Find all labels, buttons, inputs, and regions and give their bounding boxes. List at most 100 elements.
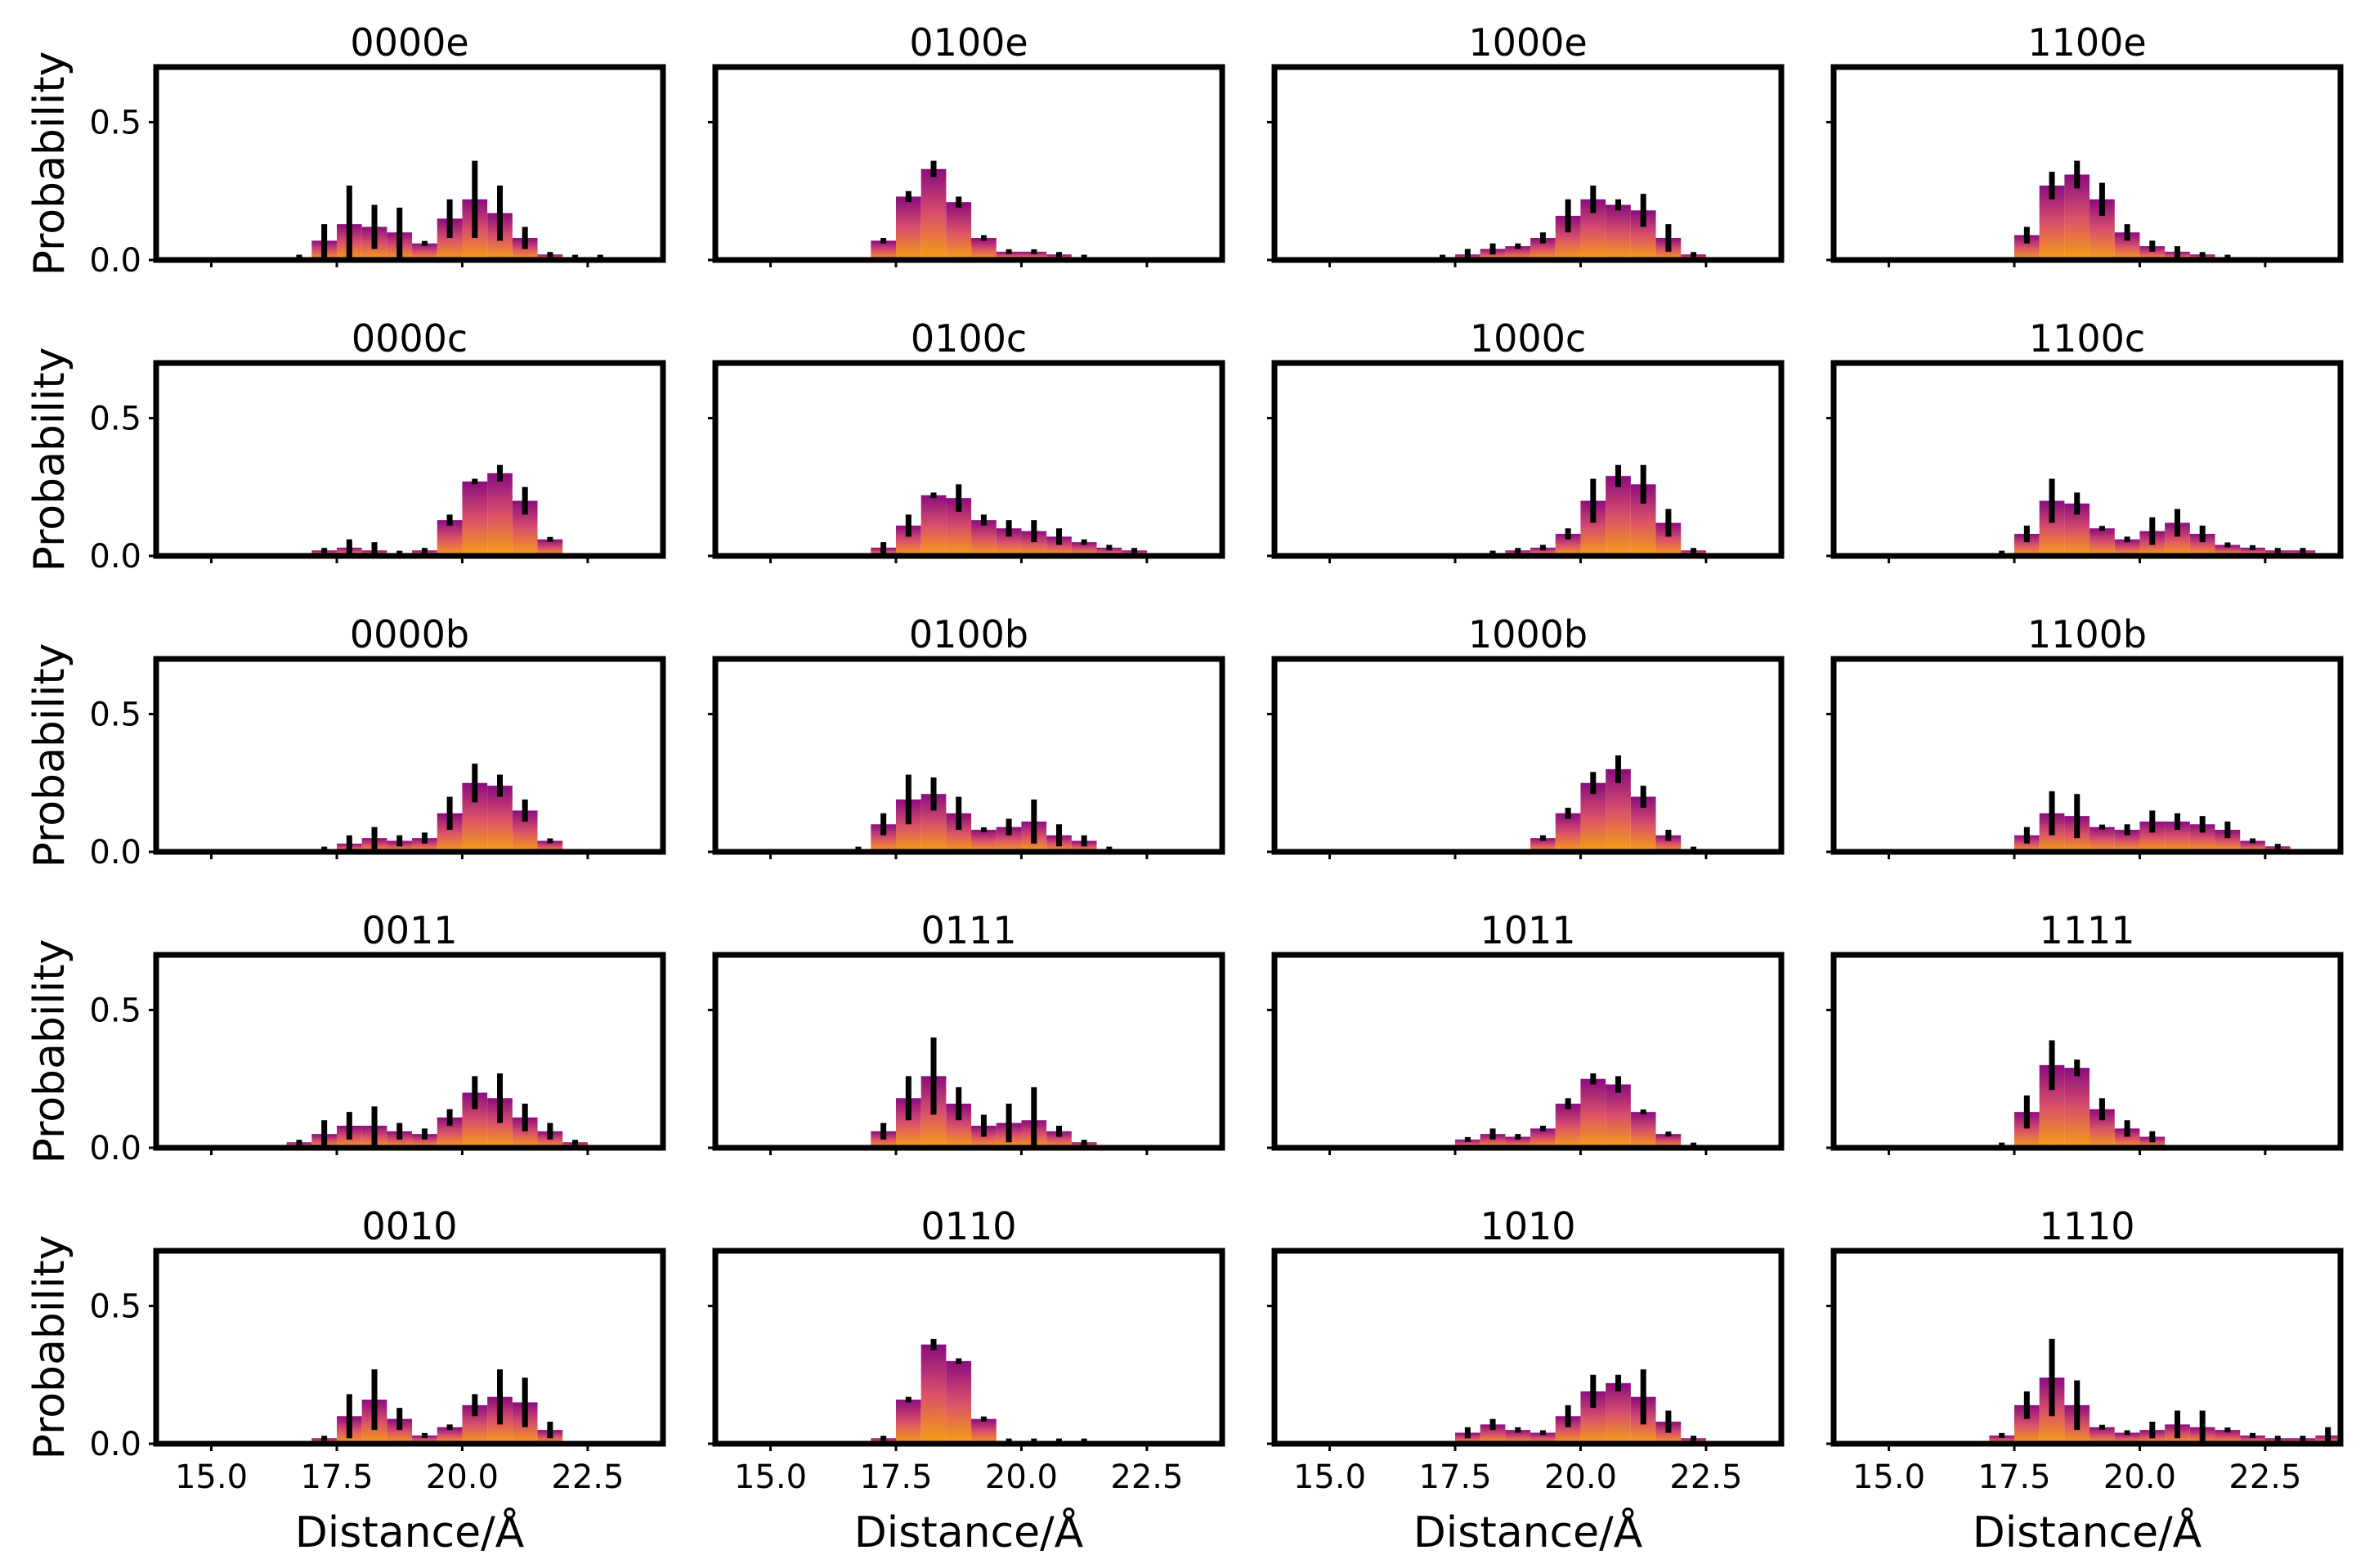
histogram-bar <box>971 830 997 852</box>
panel-frame <box>1271 952 1785 1151</box>
panel-title: 1110 <box>2039 1204 2134 1248</box>
histogram-bar <box>946 1360 972 1444</box>
x-tick-label: 15.0 <box>175 1458 248 1496</box>
histogram-bar <box>1655 835 1682 852</box>
histogram-bar <box>437 520 463 556</box>
histogram-bar <box>1480 1134 1506 1148</box>
histogram-bar <box>1655 1134 1682 1148</box>
panel-frame <box>1830 360 2344 559</box>
panel-1000c: 1000c <box>1267 316 1785 563</box>
panel-1000e: 1000e <box>1267 20 1785 267</box>
x-tick-label: 15.0 <box>1293 1458 1366 1496</box>
x-axis-label: Distance/Å <box>1413 1507 1643 1557</box>
histogram-bar <box>1989 1435 2014 1444</box>
x-tick-label: 22.5 <box>1110 1458 1183 1496</box>
panel-1011: 1011 <box>1267 908 1785 1155</box>
y-axis-label: Probability <box>25 643 74 868</box>
histogram-bar <box>1505 246 1531 260</box>
histogram-bar <box>2215 1430 2241 1444</box>
panel-title: 0111 <box>920 908 1016 952</box>
histogram-bar <box>895 1400 921 1444</box>
panel-title: 1000c <box>1470 316 1586 361</box>
panel-frame <box>1271 656 1785 855</box>
y-tick-label: 0.0 <box>89 834 141 871</box>
y-tick-label: 0.5 <box>89 1288 141 1325</box>
panel-title: 1000b <box>1468 612 1588 656</box>
histogram-bar <box>920 168 947 260</box>
panel-1111: 1111 <box>1826 908 2344 1155</box>
histogram-bar <box>2139 246 2166 260</box>
panel-0000b: 0000b 0.0 0.5 Probability <box>25 612 666 871</box>
histogram-bar <box>946 202 972 260</box>
panel-frame <box>153 360 666 559</box>
histogram-bar <box>2114 539 2140 556</box>
y-tick-label: 0.0 <box>89 1426 141 1463</box>
histogram-bar <box>920 495 947 556</box>
histogram-bar <box>412 243 437 260</box>
panel-frame <box>153 952 666 1151</box>
panel-0011: 0011 0.0 0.5 Probability <box>25 908 666 1167</box>
x-tick-label: 17.5 <box>859 1458 932 1496</box>
x-tick-label: 22.5 <box>551 1458 624 1496</box>
panel-frame <box>712 656 1225 855</box>
histogram-bar <box>537 539 563 556</box>
histogram-bar <box>1530 838 1556 852</box>
panel-title: 0110 <box>920 1204 1016 1248</box>
histogram-bar <box>1606 1382 1631 1444</box>
x-tick-label: 20.0 <box>2103 1458 2176 1496</box>
histogram-bar <box>2090 827 2115 852</box>
panel-frame <box>1271 64 1785 263</box>
histogram-bar <box>895 196 921 260</box>
histogram-bar <box>1021 251 1047 260</box>
x-tick-label: 17.5 <box>1418 1458 1491 1496</box>
y-tick-label: 0.0 <box>89 242 141 280</box>
y-tick-label: 0.0 <box>89 538 141 576</box>
panel-title: 0000e <box>350 20 468 65</box>
x-tick-label: 22.5 <box>2228 1458 2301 1496</box>
panel-0000c: 0000c 0.0 0.5 Probability <box>25 316 666 576</box>
histogram-bar <box>2240 547 2265 556</box>
panel-frame <box>1830 1248 2344 1447</box>
panel-title: 0000c <box>352 316 468 361</box>
histogram-bar <box>2090 1427 2115 1444</box>
histogram-bar <box>1606 476 1631 556</box>
histogram-bar <box>971 520 997 556</box>
histogram-bar <box>1505 1430 1531 1444</box>
histogram-bar <box>1046 536 1072 556</box>
panel-0100c: 0100c <box>708 316 1225 563</box>
histogram-bar <box>1555 1104 1581 1148</box>
histogram-bar <box>1606 204 1631 260</box>
x-tick-label: 17.5 <box>300 1458 373 1496</box>
x-tick-label: 22.5 <box>1669 1458 1742 1496</box>
histogram-bar <box>920 1344 947 1444</box>
panel-frame <box>1830 64 2344 263</box>
x-tick-label: 20.0 <box>1544 1458 1617 1496</box>
panel-frame <box>153 656 666 855</box>
x-axis-label: Distance/Å <box>854 1507 1084 1557</box>
panel-1100c: 1100c <box>1826 316 2344 563</box>
panel-frame <box>1830 952 2344 1151</box>
panel-title: 0100e <box>909 20 1028 65</box>
histogram-bar <box>1580 782 1606 852</box>
panel-0100b: 0100b <box>708 612 1225 859</box>
panel-1110: 1110 15.0 17.5 20.0 22.5 <box>1826 1204 2344 1496</box>
y-tick-label: 0.5 <box>89 992 141 1029</box>
y-axis-label: Probability <box>25 347 74 572</box>
panel-title: 0000b <box>350 612 469 656</box>
panel-0111: 0111 <box>708 908 1225 1155</box>
panel-title: 1100c <box>2029 316 2145 361</box>
histogram-bar <box>412 838 437 852</box>
histogram-bar <box>971 238 997 260</box>
histogram-bar <box>1580 1078 1606 1148</box>
histogram-bar <box>437 1427 463 1444</box>
panel-title: 1100b <box>2027 612 2147 656</box>
histogram-bar <box>871 240 896 260</box>
panel-frame <box>712 1248 1225 1447</box>
histogram-bar <box>1606 1084 1631 1148</box>
y-axis-label: Probability <box>25 939 74 1164</box>
histogram-bar <box>1530 547 1556 556</box>
panel-title: 1111 <box>2039 908 2134 952</box>
x-axis-label: Distance/Å <box>295 1507 525 1557</box>
panel-frame <box>153 64 666 263</box>
panel-title: 1100e <box>2027 20 2146 65</box>
